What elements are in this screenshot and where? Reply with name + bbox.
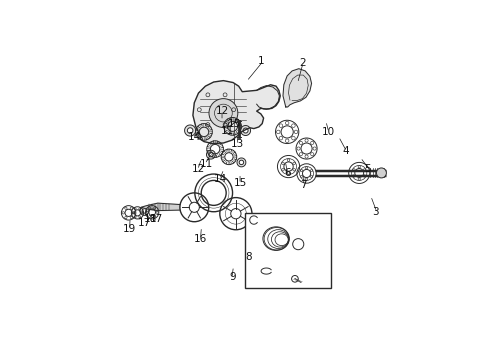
- Text: 14: 14: [188, 132, 201, 143]
- Text: 13: 13: [231, 139, 245, 149]
- Text: 15: 15: [233, 178, 246, 188]
- Text: 19: 19: [123, 224, 136, 234]
- Text: 10: 10: [321, 127, 335, 137]
- Text: 16: 16: [194, 234, 207, 244]
- Text: 6: 6: [284, 168, 291, 179]
- Text: 4: 4: [342, 146, 349, 156]
- Wedge shape: [241, 126, 250, 135]
- Wedge shape: [237, 158, 246, 167]
- Text: 12: 12: [192, 164, 205, 174]
- Text: 7: 7: [300, 180, 307, 190]
- Text: 12: 12: [216, 106, 229, 116]
- Text: 5: 5: [364, 164, 371, 174]
- Wedge shape: [185, 125, 196, 136]
- Polygon shape: [193, 81, 280, 144]
- Text: 1: 1: [258, 56, 264, 66]
- Text: 15: 15: [228, 118, 241, 129]
- Text: 9: 9: [229, 273, 236, 283]
- Text: 17: 17: [150, 214, 163, 224]
- Polygon shape: [141, 203, 180, 211]
- Text: 2: 2: [299, 58, 306, 68]
- Bar: [245, 213, 331, 288]
- Text: 17: 17: [138, 219, 151, 228]
- Wedge shape: [221, 112, 233, 123]
- Text: 14: 14: [214, 174, 227, 184]
- Text: 11: 11: [199, 159, 213, 169]
- Circle shape: [376, 168, 387, 178]
- Text: 18: 18: [144, 214, 157, 224]
- Circle shape: [209, 99, 238, 127]
- Text: 3: 3: [372, 207, 379, 217]
- Text: 11: 11: [221, 126, 234, 135]
- Polygon shape: [283, 69, 312, 107]
- Wedge shape: [140, 207, 149, 215]
- Text: 8: 8: [245, 252, 252, 262]
- Wedge shape: [206, 150, 216, 159]
